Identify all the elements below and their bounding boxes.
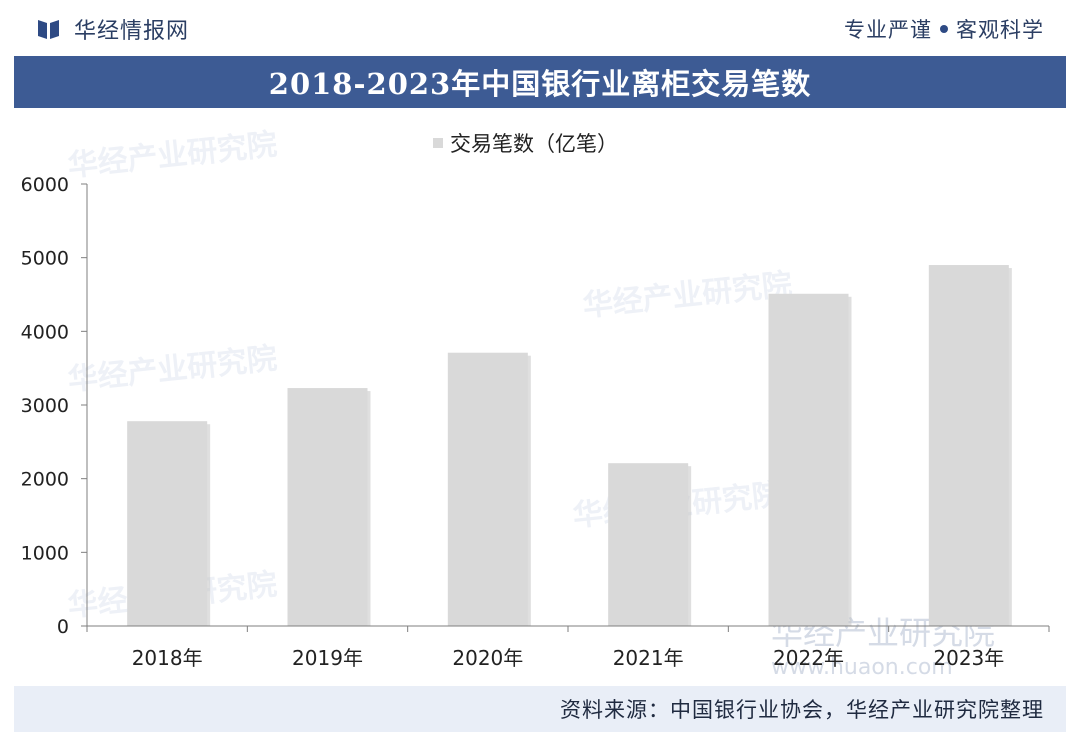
bar	[928, 265, 1009, 626]
source-text: 资料来源：中国银行业协会，华经产业研究院整理	[560, 698, 1044, 722]
brand: 华经情报网	[36, 14, 189, 44]
brand-logo-icon	[38, 20, 59, 39]
y-tick-label: 3000	[21, 395, 69, 417]
slogan: 专业严谨 客观科学	[844, 14, 1044, 44]
x-tick-label: 2023年	[933, 646, 1004, 670]
y-tick-label: 6000	[21, 174, 69, 196]
watermark-url-text: www.huaon.com	[771, 655, 953, 680]
y-tick-label: 4000	[21, 321, 69, 343]
x-axis: 2018年 2019年 2020年 2021年 2022年 2023年	[86, 625, 1050, 670]
legend-label: 交易笔数（亿笔）	[450, 132, 618, 156]
x-tick-label: 2018年	[132, 646, 203, 670]
chart-title: 2018-2023年中国银行业离柜交易笔数	[268, 67, 812, 101]
y-tick-label: 1000	[21, 542, 69, 564]
bar	[447, 352, 528, 626]
x-tick-label: 2022年	[773, 646, 844, 670]
y-tick-label: 0	[57, 616, 69, 638]
y-tick-label: 5000	[21, 248, 69, 270]
watermark-text: 华经产业研究院	[581, 267, 794, 324]
bar	[127, 421, 208, 626]
watermark-text: 华经产业研究院	[66, 341, 279, 398]
legend: 交易笔数（亿笔）	[433, 132, 618, 156]
watermark-text: 华经产业研究院	[66, 127, 279, 184]
chart-area: 华经产业研究院华经产业研究院华经产业研究院华经产业研究院华经产业研究院华经产业研…	[14, 108, 1066, 686]
bar	[608, 463, 689, 626]
title-bar: 2018-2023年中国银行业离柜交易笔数	[14, 56, 1066, 108]
bar-chart: 华经产业研究院华经产业研究院华经产业研究院华经产业研究院华经产业研究院华经产业研…	[21, 127, 1050, 680]
bar	[768, 293, 849, 626]
x-tick-label: 2020年	[452, 646, 523, 670]
top-header: 华经情报网 专业严谨 客观科学	[0, 0, 1080, 56]
slogan-dot-icon	[940, 25, 948, 33]
x-tick-label: 2019年	[292, 646, 363, 670]
source-bar: 资料来源：中国银行业协会，华经产业研究院整理	[14, 686, 1066, 732]
brand-name: 华经情报网	[74, 19, 190, 44]
y-axis: 0 1000 2000 3000 4000 5000 6000	[21, 174, 88, 638]
bar	[287, 388, 368, 626]
bars	[127, 265, 1012, 626]
slogan-left: 专业严谨	[844, 18, 932, 42]
y-tick-label: 2000	[21, 469, 69, 491]
legend-swatch	[433, 138, 443, 148]
slogan-right: 客观科学	[956, 18, 1044, 42]
x-tick-label: 2021年	[613, 646, 684, 670]
